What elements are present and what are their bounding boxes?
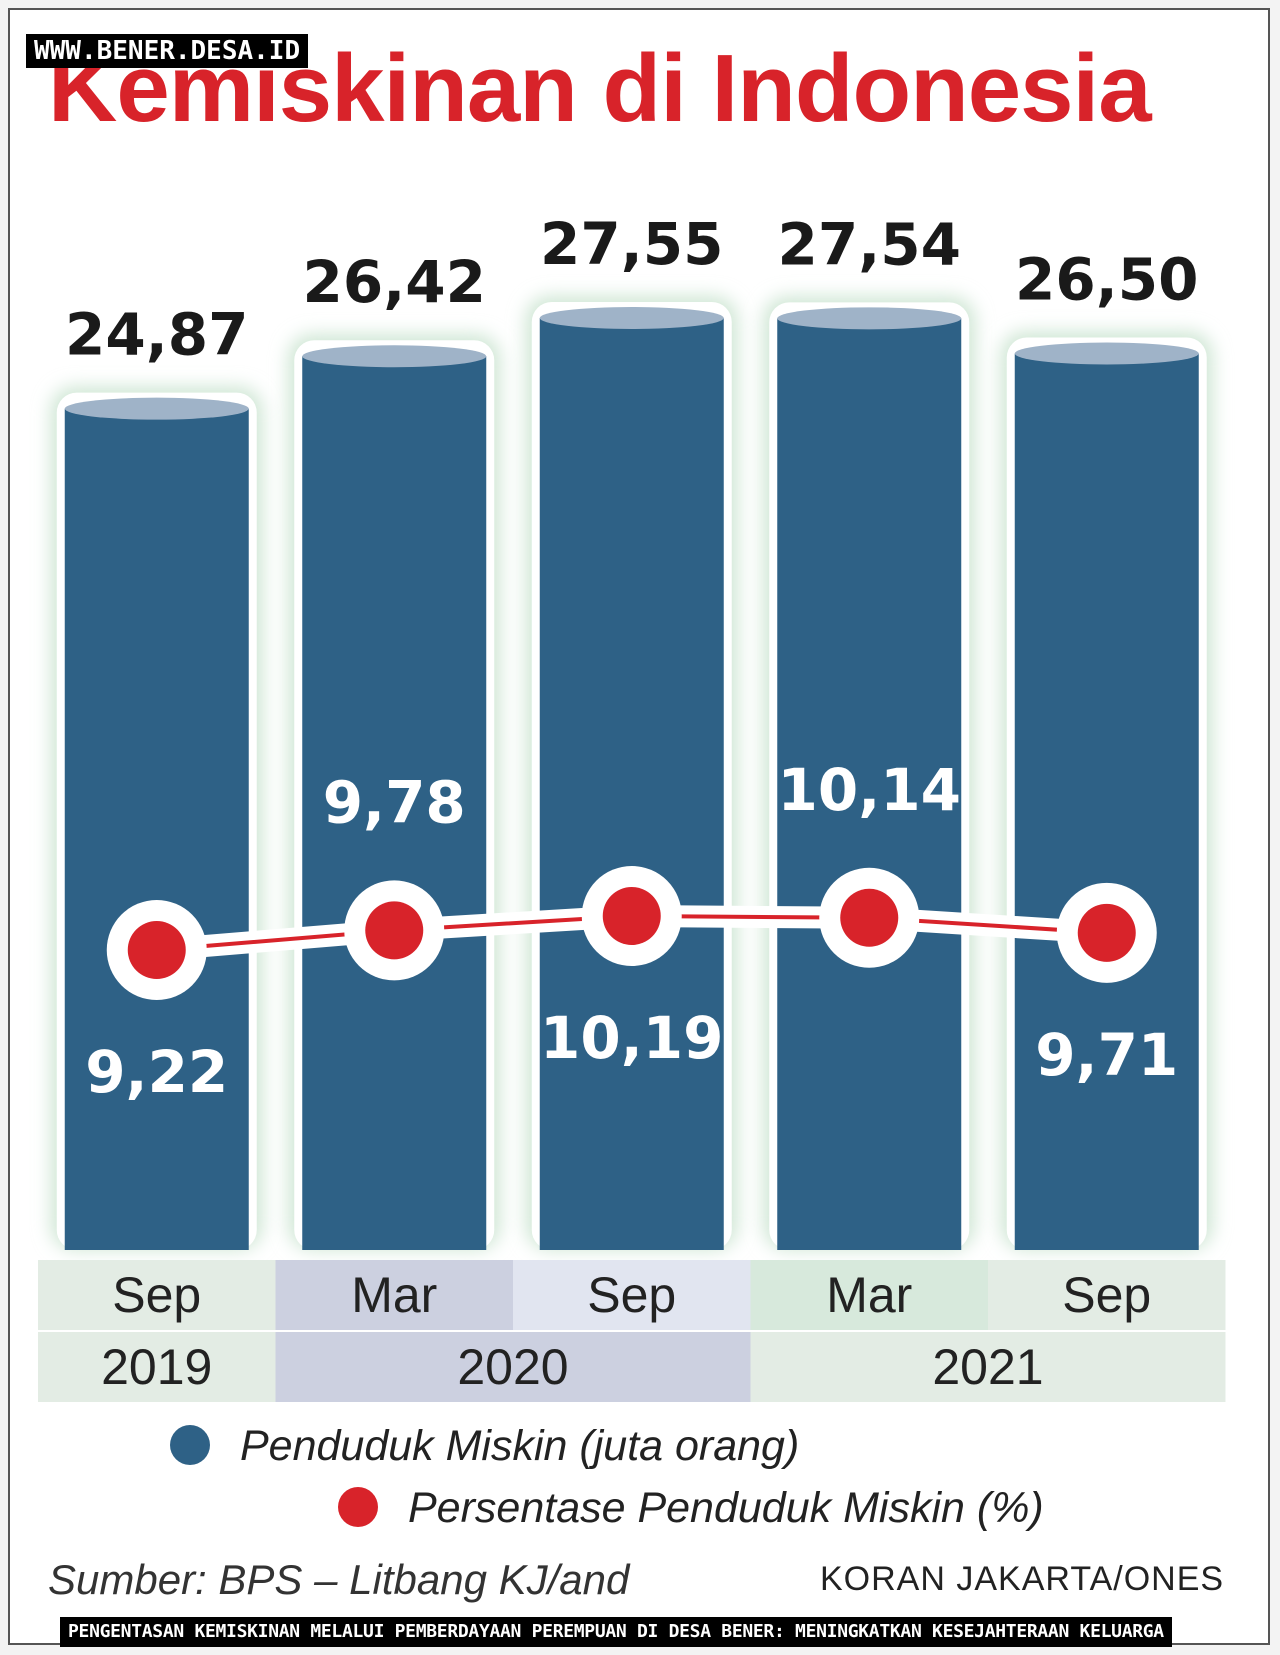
line-point	[1077, 903, 1136, 962]
line-point	[127, 921, 186, 979]
bar-value-label: 24,87	[65, 301, 248, 369]
x-tick-label: Sep	[1062, 1267, 1151, 1323]
bar-top	[64, 397, 249, 420]
year-cell	[38, 1332, 276, 1402]
credit-note: KORAN JAKARTA/ONES	[820, 1560, 1225, 1598]
bar	[777, 318, 962, 1251]
x-tick-label: Sep	[112, 1267, 201, 1323]
legend-item-line: Persentase Penduduk Miskin (%)	[338, 1484, 1044, 1533]
point-value-label: 10,19	[540, 1004, 723, 1072]
chart-area: 24,87 26,42 27,55 27,54 26,50 Sep Mar Sep Mar Sep…	[38, 210, 1226, 1402]
legend-label-line: Persentase Penduduk Miskin (%)	[408, 1484, 1044, 1532]
point-value-label: 9,22	[85, 1038, 228, 1106]
point-value-label: 9,71	[1035, 1021, 1178, 1089]
legend-item-bar: Penduduk Miskin (juta orang)	[170, 1422, 799, 1471]
bar-top	[1014, 342, 1199, 365]
x-tick-label: Sep	[587, 1267, 676, 1323]
tick-cell	[38, 1260, 276, 1330]
tick-cell	[750, 1260, 988, 1330]
x-tick-label: Mar	[826, 1267, 912, 1323]
point-value-label: 9,78	[323, 768, 466, 836]
point-value-label: 10,14	[778, 756, 961, 824]
year-cell	[275, 1332, 751, 1402]
legend-swatch-bar	[170, 1424, 210, 1465]
bar-top	[302, 345, 487, 368]
bar-value-label: 26,50	[1015, 246, 1198, 314]
tick-cell	[988, 1260, 1226, 1330]
line-point	[602, 887, 661, 945]
bar	[64, 408, 249, 1250]
tick-cell	[513, 1260, 751, 1330]
year-label: 2019	[101, 1339, 212, 1395]
tick-cell	[275, 1260, 513, 1330]
bar-top	[777, 307, 962, 330]
bar	[539, 318, 724, 1250]
year-label: 2020	[457, 1339, 568, 1395]
watermark: WWW.BENER.DESA.ID	[26, 34, 309, 68]
line-point	[365, 901, 424, 960]
bar	[1014, 353, 1199, 1250]
bar-top	[539, 307, 724, 329]
year-cell	[750, 1332, 1226, 1402]
caption-banner: PENGENTASAN KEMISKINAN MELALUI PEMBERDAY…	[60, 1617, 1172, 1647]
legend-label-bar: Penduduk Miskin (juta orang)	[240, 1422, 800, 1470]
legend-swatch-line	[338, 1486, 378, 1527]
bar	[302, 356, 487, 1250]
line-point	[840, 888, 899, 947]
bar-value-label: 26,42	[303, 248, 486, 316]
bar-value-label: 27,55	[540, 210, 723, 278]
x-tick-label: Mar	[351, 1267, 437, 1323]
source-note: Sumber: BPS – Litbang KJ/and	[48, 1556, 630, 1603]
bar-value-label: 27,54	[778, 210, 961, 278]
infographic-frame: Kemiskinan di Indonesia 24,87 26,42 27,55 2…	[8, 8, 1270, 1645]
year-label: 2021	[932, 1339, 1043, 1395]
